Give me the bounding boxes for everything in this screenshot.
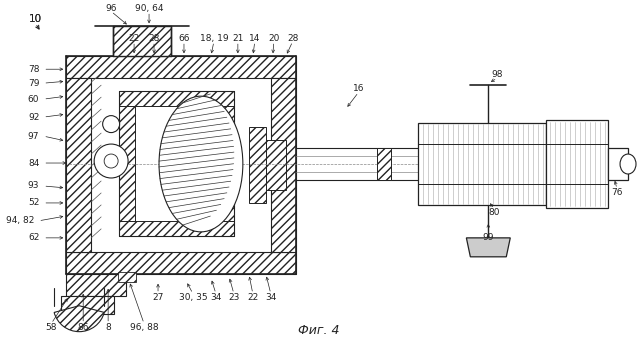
Text: 92: 92 xyxy=(28,112,39,122)
Text: 58: 58 xyxy=(45,323,57,332)
Bar xyxy=(66,252,296,274)
Text: 78: 78 xyxy=(28,65,39,74)
Wedge shape xyxy=(54,306,104,332)
Text: 60: 60 xyxy=(28,95,39,104)
Text: 22: 22 xyxy=(247,293,259,302)
Bar xyxy=(271,78,296,252)
Text: 52: 52 xyxy=(28,199,39,208)
Bar xyxy=(119,106,135,221)
Bar xyxy=(249,127,266,203)
Text: 27: 27 xyxy=(152,293,164,302)
Bar xyxy=(119,91,234,106)
Text: 98: 98 xyxy=(492,70,503,79)
Text: 66: 66 xyxy=(178,34,189,43)
Text: 62: 62 xyxy=(28,233,39,242)
Text: 86: 86 xyxy=(77,323,89,332)
Bar xyxy=(66,78,91,252)
Text: 18, 19: 18, 19 xyxy=(200,34,228,43)
Text: 16: 16 xyxy=(353,84,364,93)
Text: 30, 35: 30, 35 xyxy=(179,293,207,302)
Text: 21: 21 xyxy=(232,34,244,43)
Bar xyxy=(118,272,136,282)
Ellipse shape xyxy=(620,154,636,174)
Text: 76: 76 xyxy=(611,189,623,198)
Text: 84: 84 xyxy=(28,158,39,167)
Bar xyxy=(119,221,234,236)
Ellipse shape xyxy=(159,96,243,232)
Bar xyxy=(266,140,285,190)
Text: 97: 97 xyxy=(28,131,39,140)
Ellipse shape xyxy=(94,144,128,178)
Text: 10: 10 xyxy=(29,14,42,24)
Polygon shape xyxy=(61,296,114,314)
Bar xyxy=(608,148,628,180)
Ellipse shape xyxy=(104,154,118,168)
Ellipse shape xyxy=(102,116,120,133)
Text: 80: 80 xyxy=(488,208,500,217)
Text: 22: 22 xyxy=(129,34,140,43)
Bar xyxy=(546,120,608,208)
Text: 93: 93 xyxy=(28,181,39,190)
Text: 96, 88: 96, 88 xyxy=(130,323,158,332)
Text: 96: 96 xyxy=(106,4,117,13)
Text: 90, 64: 90, 64 xyxy=(135,4,163,13)
Polygon shape xyxy=(467,238,510,257)
Bar xyxy=(419,123,546,205)
Text: Фиг. 4: Фиг. 4 xyxy=(298,324,339,337)
Text: 34: 34 xyxy=(265,293,276,302)
Bar xyxy=(66,56,296,78)
Text: 94, 82: 94, 82 xyxy=(6,216,35,225)
Text: 28: 28 xyxy=(148,34,160,43)
Bar xyxy=(66,274,126,296)
Bar xyxy=(113,26,171,56)
Text: 10: 10 xyxy=(29,14,42,24)
Text: 79: 79 xyxy=(28,79,39,88)
Text: 8: 8 xyxy=(105,323,111,332)
Text: 14: 14 xyxy=(249,34,260,43)
Text: 99: 99 xyxy=(483,233,494,242)
Bar xyxy=(218,106,234,221)
Text: 20: 20 xyxy=(268,34,280,43)
Text: 23: 23 xyxy=(228,293,239,302)
Bar xyxy=(376,148,390,180)
Text: 34: 34 xyxy=(210,293,221,302)
Text: 28: 28 xyxy=(287,34,298,43)
